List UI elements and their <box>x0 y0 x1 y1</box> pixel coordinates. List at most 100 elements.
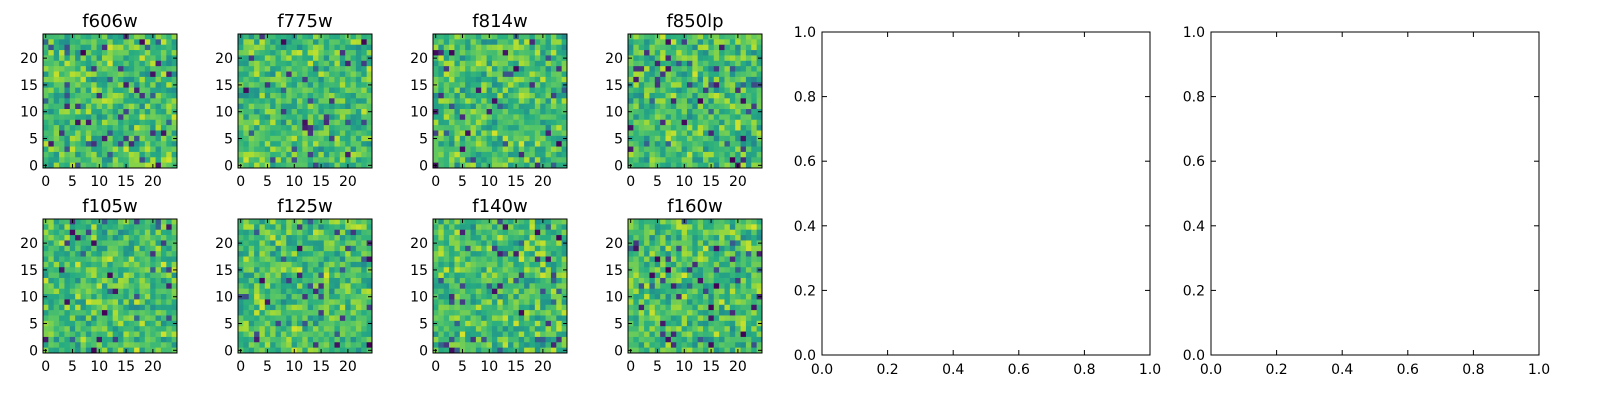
heatmap-cell <box>308 283 314 289</box>
heatmap-cell <box>123 88 129 94</box>
heatmap-cell <box>655 45 661 51</box>
heatmap-cell <box>238 141 244 147</box>
heatmap-cell <box>292 82 298 88</box>
heatmap-cell <box>746 141 752 147</box>
heatmap-cell <box>129 34 135 40</box>
heatmap-cell <box>746 88 752 94</box>
heatmap-cell <box>714 120 720 126</box>
heatmap-cell <box>535 321 541 327</box>
heatmap-cell <box>449 283 455 289</box>
heatmap-cell <box>438 267 444 273</box>
heatmap-cell <box>286 82 292 88</box>
heatmap-cell <box>118 299 124 305</box>
heatmap-cell <box>660 219 666 225</box>
heatmap-cell <box>86 342 92 348</box>
heatmap-cell <box>751 114 757 120</box>
heatmap-cell <box>113 130 119 136</box>
heatmap-cell <box>302 157 308 163</box>
heatmap-cell <box>156 152 162 158</box>
x-tick-label: 20 <box>144 174 162 190</box>
heatmap-cell <box>297 39 303 45</box>
heatmap-cell <box>329 278 335 284</box>
heatmap-cell <box>139 235 145 241</box>
heatmap-cell <box>633 141 639 147</box>
heatmap-cell <box>551 240 557 246</box>
heatmap-cell <box>334 326 340 332</box>
heatmap-cell <box>48 219 54 225</box>
heatmap-cell <box>139 251 145 257</box>
heatmap-cell <box>139 337 145 343</box>
heatmap-cell <box>546 230 552 236</box>
heatmap-cell <box>150 305 156 311</box>
heatmap-cell <box>102 235 108 241</box>
heatmap-cell <box>438 66 444 72</box>
heatmap-cell <box>318 230 324 236</box>
heatmap-cell <box>524 251 530 257</box>
heatmap-cell <box>714 34 720 40</box>
heatmap-cell <box>655 147 661 153</box>
heatmap-cell <box>102 72 108 78</box>
heatmap-cell <box>334 147 340 153</box>
heatmap-cell <box>340 299 346 305</box>
heatmap-cell <box>313 88 319 94</box>
heatmap-cell <box>644 294 650 300</box>
heatmap-cell <box>286 93 292 99</box>
heatmap-cell <box>318 88 324 94</box>
heatmap-cell <box>444 82 450 88</box>
heatmap-cell <box>628 230 634 236</box>
heatmap-cell <box>513 283 519 289</box>
heatmap-cell <box>329 50 335 56</box>
heatmap-cell <box>751 130 757 136</box>
heatmap-cell <box>503 332 509 338</box>
heatmap-cell <box>465 315 471 321</box>
heatmap-cell <box>698 273 704 279</box>
heatmap-cell <box>123 326 129 332</box>
heatmap-cell <box>751 88 757 94</box>
x-tick-label: 10 <box>285 359 303 375</box>
heatmap-cell <box>340 152 346 158</box>
heatmap-cell <box>270 337 276 343</box>
heatmap-cell <box>551 130 557 136</box>
heatmap-cell <box>682 246 688 252</box>
heatmap-cell <box>318 224 324 230</box>
heatmap-cell <box>249 72 255 78</box>
heatmap-cell <box>351 283 357 289</box>
heatmap-cell <box>503 219 509 225</box>
heatmap-cell <box>746 61 752 67</box>
heatmap-cell <box>481 147 487 153</box>
heatmap-cell <box>438 278 444 284</box>
heatmap-cell <box>161 326 167 332</box>
heatmap-cell <box>313 157 319 163</box>
heatmap-cell <box>59 72 65 78</box>
heatmap-cell <box>156 120 162 126</box>
heatmap-cell <box>492 337 498 343</box>
heatmap-cell <box>249 141 255 147</box>
heatmap-cell <box>340 98 346 104</box>
heatmap-cell <box>302 93 308 99</box>
heatmap-cell <box>150 224 156 230</box>
heatmap-cell <box>356 283 362 289</box>
heatmap-cell <box>465 337 471 343</box>
heatmap-cell <box>107 147 113 153</box>
heatmap-cell <box>361 305 367 311</box>
heatmap-cell <box>529 109 535 115</box>
heatmap-cell <box>54 50 60 56</box>
heatmap-cell <box>107 130 113 136</box>
heatmap-cell <box>540 93 546 99</box>
heatmap-cell <box>687 45 693 51</box>
heatmap-cell <box>546 262 552 268</box>
heatmap-cell <box>660 230 666 236</box>
heatmap-cell <box>70 326 76 332</box>
heatmap-cell <box>97 82 103 88</box>
heatmap-cell <box>724 230 730 236</box>
heatmap-cell <box>433 224 439 230</box>
heatmap-cell <box>254 39 260 45</box>
heatmap-cell <box>556 109 562 115</box>
heatmap-cell <box>134 98 140 104</box>
heatmap-cell <box>297 114 303 120</box>
heatmap-cell <box>145 98 151 104</box>
heatmap-cell <box>254 337 260 343</box>
heatmap-cell <box>265 152 271 158</box>
heatmap-cell <box>91 262 97 268</box>
heatmap-cell <box>487 235 493 241</box>
